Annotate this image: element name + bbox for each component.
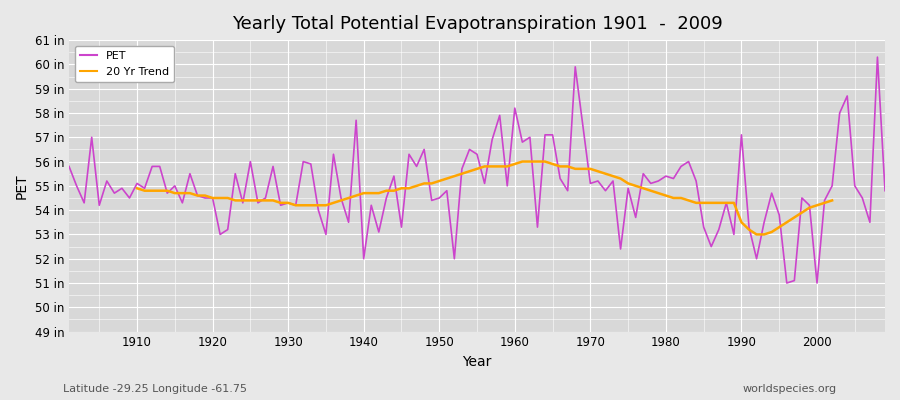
Text: worldspecies.org: worldspecies.org [742, 384, 837, 394]
Legend: PET, 20 Yr Trend: PET, 20 Yr Trend [75, 46, 175, 82]
Text: Latitude -29.25 Longitude -61.75: Latitude -29.25 Longitude -61.75 [63, 384, 247, 394]
Title: Yearly Total Potential Evapotranspiration 1901  -  2009: Yearly Total Potential Evapotranspiratio… [231, 15, 723, 33]
X-axis label: Year: Year [463, 355, 491, 369]
Y-axis label: PET: PET [15, 173, 29, 199]
